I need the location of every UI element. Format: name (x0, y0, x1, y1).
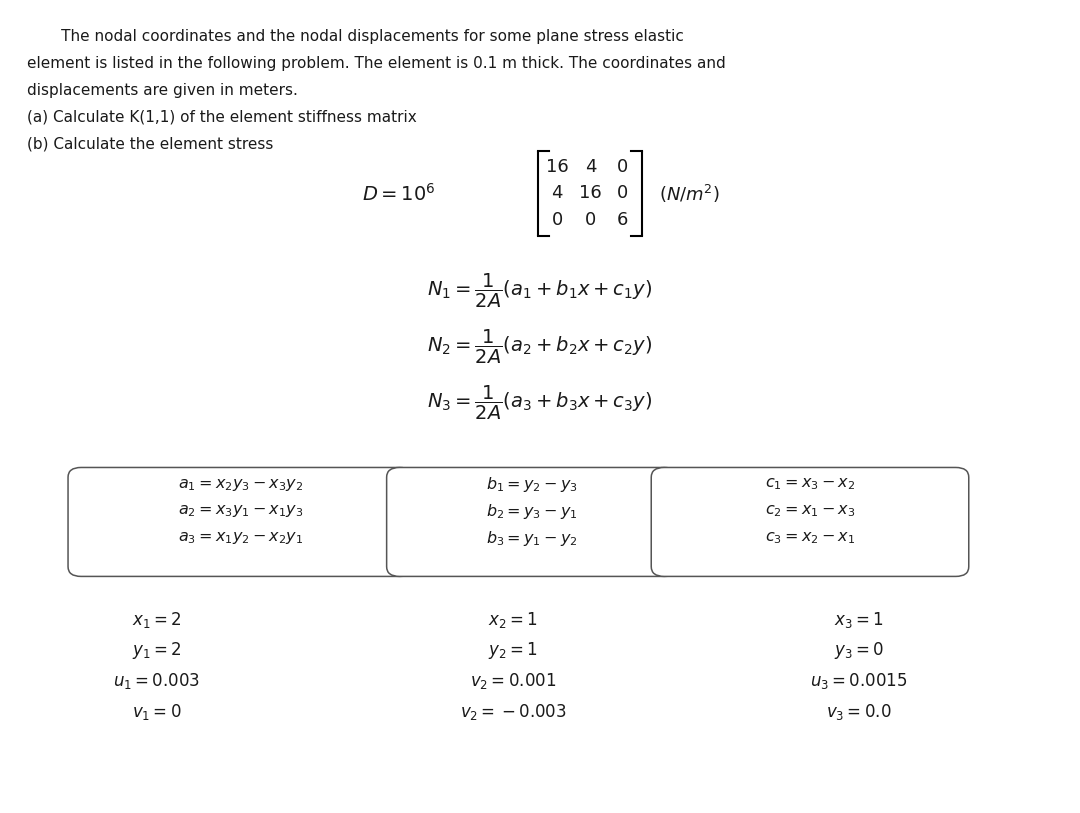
Text: $N_1 = \dfrac{1}{2A}(a_1 + b_1x + c_1y)$: $N_1 = \dfrac{1}{2A}(a_1 + b_1x + c_1y)$ (428, 272, 652, 310)
Text: $(N/m^2)$: $(N/m^2)$ (659, 182, 719, 205)
Text: $a_1 = x_2y_3 - x_3y_2$: $a_1 = x_2y_3 - x_3y_2$ (178, 476, 302, 493)
Text: 0: 0 (552, 211, 563, 228)
Text: $x_2 = 1$: $x_2 = 1$ (488, 610, 538, 629)
Text: $N_2 = \dfrac{1}{2A}(a_2 + b_2x + c_2y)$: $N_2 = \dfrac{1}{2A}(a_2 + b_2x + c_2y)$ (428, 328, 652, 366)
Text: $x_3 = 1$: $x_3 = 1$ (834, 610, 883, 629)
Text: 16: 16 (579, 185, 603, 202)
Text: 4: 4 (585, 159, 596, 176)
Text: $x_1 = 2$: $x_1 = 2$ (132, 610, 181, 629)
Text: 0: 0 (585, 211, 596, 228)
Text: $v_1 = 0$: $v_1 = 0$ (132, 702, 181, 722)
Text: 16: 16 (545, 159, 569, 176)
Text: $c_3 = x_2 - x_1$: $c_3 = x_2 - x_1$ (765, 530, 855, 546)
Text: $a_2 = x_3y_1 - x_1y_3$: $a_2 = x_3y_1 - x_1y_3$ (177, 503, 303, 520)
Text: 6: 6 (617, 211, 627, 228)
Text: 0: 0 (617, 185, 627, 202)
FancyBboxPatch shape (387, 467, 677, 576)
Text: $y_2 = 1$: $y_2 = 1$ (488, 640, 538, 661)
Text: $N_3 = \dfrac{1}{2A}(a_3 + b_3x + c_3y)$: $N_3 = \dfrac{1}{2A}(a_3 + b_3x + c_3y)$ (428, 385, 652, 422)
Text: The nodal coordinates and the nodal displacements for some plane stress elastic: The nodal coordinates and the nodal disp… (27, 29, 684, 44)
Text: element is listed in the following problem. The element is 0.1 m thick. The coor: element is listed in the following probl… (27, 56, 726, 71)
Text: $v_3 = 0.0$: $v_3 = 0.0$ (826, 702, 891, 722)
Text: $b_2 = y_3 - y_1$: $b_2 = y_3 - y_1$ (486, 502, 578, 521)
Text: $v_2 = -0.003$: $v_2 = -0.003$ (460, 702, 566, 722)
Text: $a_3 = x_1y_2 - x_2y_1$: $a_3 = x_1y_2 - x_2y_1$ (178, 530, 302, 546)
FancyBboxPatch shape (68, 467, 413, 576)
Text: $b_3 = y_1 - y_2$: $b_3 = y_1 - y_2$ (486, 528, 578, 548)
Text: $v_2 = 0.001$: $v_2 = 0.001$ (470, 672, 556, 691)
Text: $y_1 = 2$: $y_1 = 2$ (132, 640, 181, 661)
Text: $y_3 = 0$: $y_3 = 0$ (834, 640, 883, 661)
Text: (b) Calculate the element stress: (b) Calculate the element stress (27, 137, 273, 151)
FancyBboxPatch shape (651, 467, 969, 576)
Text: $c_1 = x_3 - x_2$: $c_1 = x_3 - x_2$ (765, 476, 855, 493)
Text: $u_1 = 0.003$: $u_1 = 0.003$ (113, 672, 200, 691)
Text: $b_1 = y_2 - y_3$: $b_1 = y_2 - y_3$ (486, 475, 578, 494)
Text: 4: 4 (552, 185, 563, 202)
Text: $c_2 = x_1 - x_3$: $c_2 = x_1 - x_3$ (765, 503, 855, 520)
Text: (a) Calculate K(1,1) of the element stiffness matrix: (a) Calculate K(1,1) of the element stif… (27, 110, 417, 124)
Text: displacements are given in meters.: displacements are given in meters. (27, 83, 298, 98)
Text: $u_3 = 0.0015$: $u_3 = 0.0015$ (810, 672, 907, 691)
Text: 0: 0 (617, 159, 627, 176)
Text: $D = 10^6$: $D = 10^6$ (362, 183, 435, 204)
